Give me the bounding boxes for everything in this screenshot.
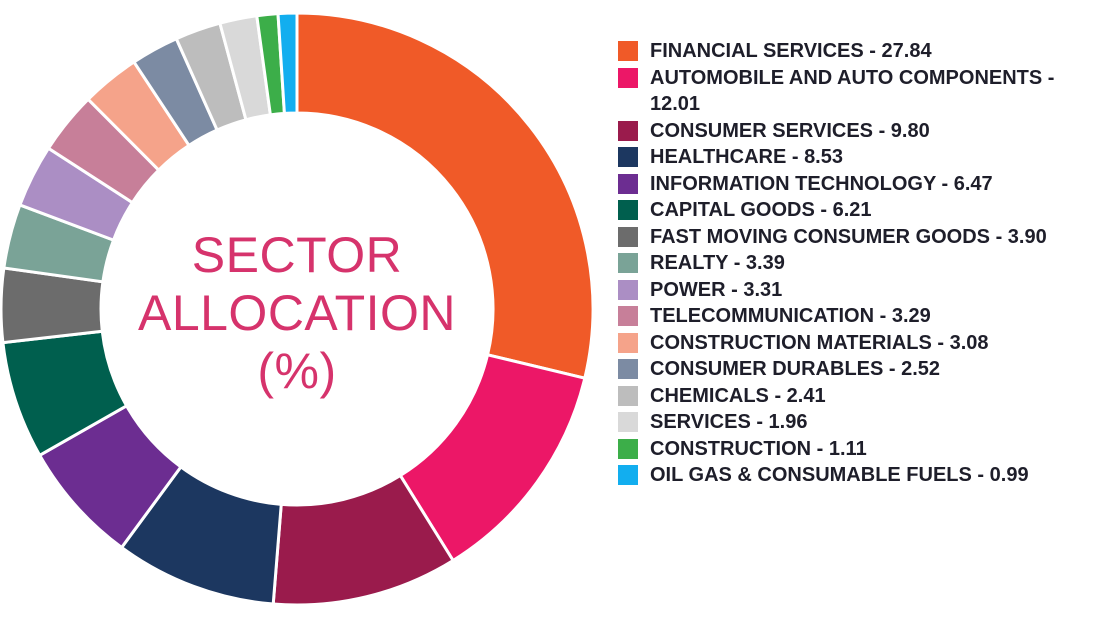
legend-swatch: [618, 465, 638, 485]
sector-allocation-chart: SECTOR ALLOCATION (%): [0, 11, 595, 607]
legend-item: TELECOMMUNICATION - 3.29: [618, 303, 1088, 330]
legend-swatch: [618, 173, 638, 194]
legend-item: CONSTRUCTION - 1.11: [618, 436, 1088, 463]
legend-swatch: [618, 385, 638, 406]
legend-item: FINANCIAL SERVICES - 27.84: [618, 38, 1088, 65]
center-title-line-2: ALLOCATION: [137, 285, 457, 341]
legend-label: INFORMATION TECHNOLOGY - 6.47: [650, 172, 993, 195]
legend-label: CONSTRUCTION - 1.11: [650, 437, 867, 460]
legend-swatch: [618, 147, 638, 167]
legend-swatch: [618, 412, 638, 432]
legend-swatch: [618, 41, 638, 61]
legend-swatch: [618, 200, 638, 220]
legend-item: CHEMICALS - 2.41: [618, 383, 1088, 410]
chart-center-title: SECTOR ALLOCATION (%): [97, 226, 497, 400]
legend-item: OIL GAS & CONSUMABLE FUELS - 0.99: [618, 462, 1088, 489]
legend-item: CAPITAL GOODS - 6.21: [618, 197, 1088, 224]
legend-swatch: [618, 226, 638, 247]
legend-item: AUTOMOBILE AND AUTO COMPONENTS - 12.01: [618, 65, 1088, 118]
center-title-line-1: SECTOR: [191, 227, 403, 283]
legend-item: SERVICES - 1.96: [618, 409, 1088, 436]
legend-swatch: [618, 279, 638, 300]
legend-label: OIL GAS & CONSUMABLE FUELS - 0.99: [650, 464, 1029, 486]
legend-item: HEALTHCARE - 8.53: [618, 144, 1088, 171]
legend-item: REALTY - 3.39: [618, 250, 1088, 277]
legend-swatch: [618, 359, 638, 379]
legend-swatch: [618, 120, 638, 141]
legend-label: AUTOMOBILE AND AUTO COMPONENTS - 12.01: [650, 66, 1055, 116]
legend-label: REALTY - 3.39: [650, 252, 785, 274]
center-title-line-3: (%): [257, 343, 337, 399]
legend-label: SERVICES - 1.96: [650, 411, 808, 433]
legend-item: CONSUMER DURABLES - 2.52: [618, 356, 1088, 383]
legend-label: CHEMICALS - 2.41: [650, 384, 826, 407]
legend-label: CONSUMER DURABLES - 2.52: [650, 358, 941, 380]
legend-label: FINANCIAL SERVICES - 27.84: [650, 40, 932, 62]
legend-swatch: [618, 306, 638, 326]
legend-swatch: [618, 332, 638, 353]
legend-item: POWER - 3.31: [618, 277, 1088, 304]
donut-slice: [276, 11, 299, 115]
legend-label: FAST MOVING CONSUMER GOODS - 3.90: [650, 225, 1047, 248]
legend-label: HEALTHCARE - 8.53: [650, 146, 843, 168]
legend-label: POWER - 3.31: [650, 278, 783, 301]
legend-label: TELECOMMUNICATION - 3.29: [650, 305, 931, 327]
donut-slice: [295, 11, 595, 380]
legend-item: INFORMATION TECHNOLOGY - 6.47: [618, 171, 1088, 198]
donut-chart: [0, 11, 595, 607]
legend-swatch: [618, 67, 638, 88]
chart-legend: FINANCIAL SERVICES - 27.84 AUTOMOBILE AND…: [618, 38, 1088, 489]
legend-item: CONSUMER SERVICES - 9.80: [618, 118, 1088, 145]
legend-swatch: [618, 253, 638, 273]
legend-swatch: [618, 438, 638, 459]
legend-label: CAPITAL GOODS - 6.21: [650, 199, 872, 221]
legend-label: CONSTRUCTION MATERIALS - 3.08: [650, 331, 989, 354]
legend-item: FAST MOVING CONSUMER GOODS - 3.90: [618, 224, 1088, 251]
legend-label: CONSUMER SERVICES - 9.80: [650, 119, 930, 142]
legend-item: CONSTRUCTION MATERIALS - 3.08: [618, 330, 1088, 357]
